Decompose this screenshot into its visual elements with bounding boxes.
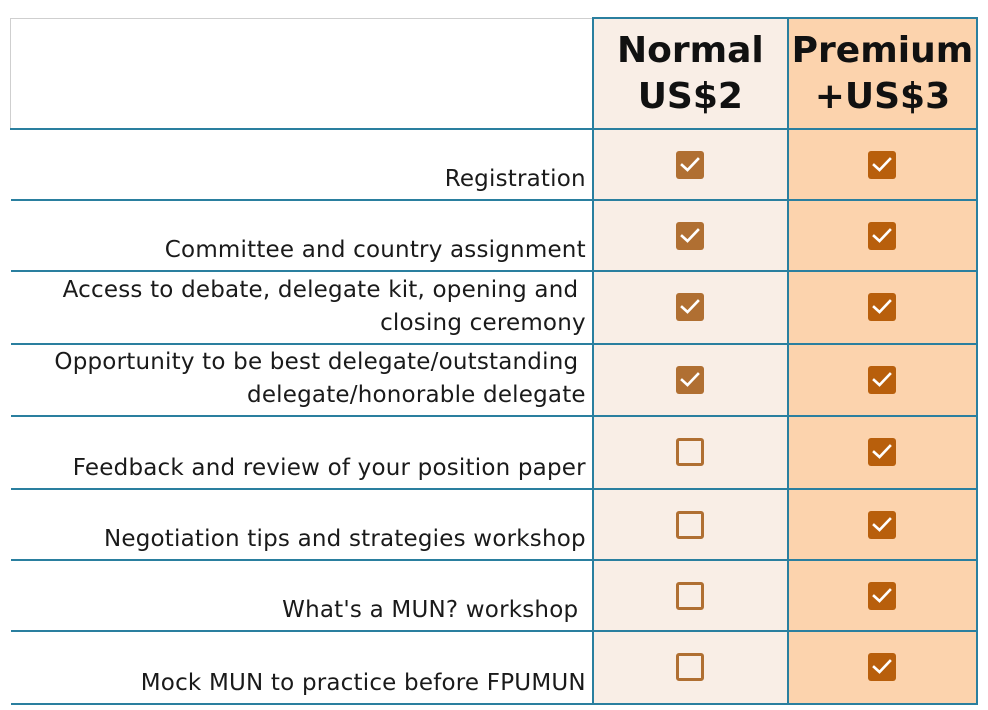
feature-row: Negotiation tips and strategies workshop — [10, 488, 979, 561]
feature-row: What's a MUN? workshop — [10, 559, 979, 632]
normal-plan-cell — [592, 488, 789, 561]
feature-label-line: Negotiation tips and strategies workshop — [103, 525, 586, 552]
empty-checkbox-icon — [676, 437, 705, 466]
checked-checkbox-icon — [868, 510, 897, 539]
premium-plan-cell — [787, 415, 979, 490]
feature-label-line: Mock MUN to practice before FPUMUN — [140, 670, 586, 696]
checked-checkbox-icon — [868, 652, 897, 681]
feature-label-line: Committee and country assignment — [164, 237, 586, 264]
feature-label: Mock MUN to practice before FPUMUN — [10, 630, 594, 706]
normal-plan-cell — [592, 344, 789, 417]
premium-plan-name: Premium — [791, 29, 974, 71]
feature-label-line: What's a MUN? workshop — [282, 596, 586, 623]
checked-checkbox-icon — [676, 293, 705, 322]
premium-plan-header: Premium +US$3 — [786, 16, 979, 131]
feature-label-line: Feedback and review of your position pap… — [72, 454, 586, 481]
normal-plan-header: Normal US$2 — [591, 16, 789, 131]
normal-plan-cell — [592, 129, 789, 202]
premium-plan-cell — [787, 129, 979, 202]
empty-checkbox-icon — [676, 652, 705, 681]
feature-row: Opportunity to be best delegate/outstand… — [10, 344, 979, 417]
normal-plan-name: Normal — [616, 29, 764, 71]
premium-plan-price: +US$3 — [814, 75, 951, 117]
feature-rows: Registration Committee and country assign… — [10, 129, 979, 706]
premium-plan-cell — [787, 200, 979, 273]
pricing-comparison-table: Normal US$2 Premium +US$3 Registration Co… — [9, 16, 979, 706]
feature-label: Committee and country assignment — [10, 200, 594, 273]
normal-plan-price: US$2 — [637, 75, 743, 117]
feature-label-line: Opportunity to be best delegate/outstand… — [54, 348, 586, 375]
feature-label-line: closing ceremony — [380, 310, 586, 337]
premium-plan-cell — [787, 559, 979, 632]
empty-checkbox-icon — [676, 581, 705, 610]
feature-label-line: Registration — [444, 166, 586, 193]
feature-label: Feedback and review of your position pap… — [10, 415, 594, 490]
header-blank-cell — [9, 17, 593, 131]
feature-label-line: Access to debate, delegate kit, opening … — [62, 277, 586, 304]
feature-label: Opportunity to be best delegate/outstand… — [10, 344, 594, 417]
checked-checkbox-icon — [676, 222, 705, 251]
feature-label: Access to debate, delegate kit, opening … — [10, 271, 594, 346]
checked-checkbox-icon — [868, 151, 897, 180]
premium-plan-cell — [787, 488, 979, 561]
normal-plan-cell — [592, 630, 789, 706]
normal-plan-cell — [592, 271, 789, 346]
premium-plan-cell — [787, 344, 979, 417]
feature-label: Registration — [10, 129, 594, 202]
feature-row: Feedback and review of your position pap… — [10, 415, 979, 490]
feature-label: What's a MUN? workshop — [10, 559, 594, 632]
feature-label-line: delegate/honorable delegate — [247, 381, 586, 408]
feature-row: Mock MUN to practice before FPUMUN — [10, 630, 979, 706]
checked-checkbox-icon — [868, 293, 897, 322]
checked-checkbox-icon — [676, 151, 705, 180]
premium-plan-cell — [787, 271, 979, 346]
normal-plan-cell — [592, 559, 789, 632]
premium-plan-cell — [787, 630, 979, 706]
normal-plan-cell — [592, 200, 789, 273]
empty-checkbox-icon — [676, 510, 705, 539]
feature-label: Negotiation tips and strategies workshop — [10, 488, 594, 561]
feature-row: Access to debate, delegate kit, opening … — [10, 271, 979, 346]
checked-checkbox-icon — [868, 366, 897, 395]
checked-checkbox-icon — [868, 437, 897, 466]
feature-row: Committee and country assignment — [10, 200, 979, 273]
header-row: Normal US$2 Premium +US$3 — [9, 16, 979, 131]
checked-checkbox-icon — [676, 366, 705, 395]
normal-plan-cell — [592, 415, 789, 490]
checked-checkbox-icon — [868, 581, 897, 610]
checked-checkbox-icon — [868, 222, 897, 251]
feature-row: Registration — [10, 129, 979, 202]
